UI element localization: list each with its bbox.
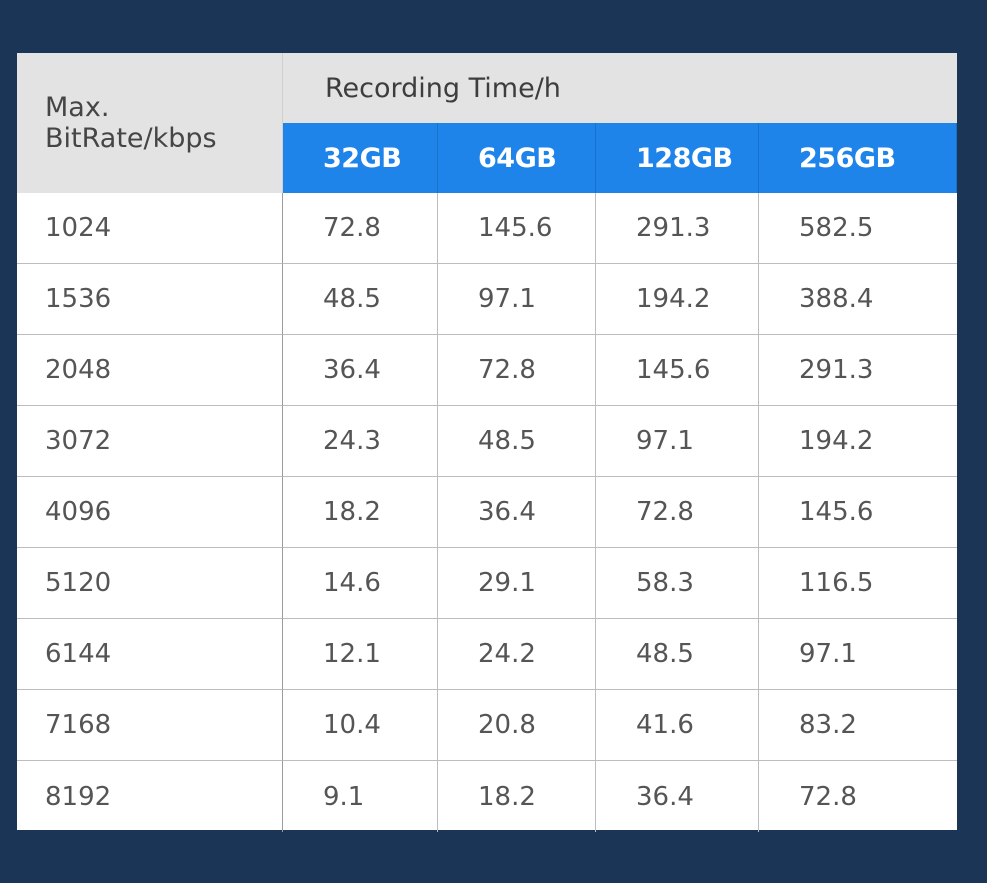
recording-time-table: Max. BitRate/kbps Recording Time/h 32GB … [17, 53, 957, 832]
recording-time-cell: 24.3 [283, 406, 438, 477]
recording-time-cell: 194.2 [759, 406, 957, 477]
recording-time-cell: 97.1 [438, 264, 596, 335]
bitrate-column-header: Max. BitRate/kbps [17, 53, 283, 193]
bitrate-cell: 8192 [17, 761, 283, 832]
bitrate-cell: 1024 [17, 193, 283, 264]
recording-time-cell: 29.1 [438, 548, 596, 619]
recording-time-cell: 48.5 [283, 264, 438, 335]
recording-time-cell: 291.3 [759, 335, 957, 406]
recording-time-cell: 48.5 [596, 619, 759, 690]
bitrate-cell: 6144 [17, 619, 283, 690]
recording-time-cell: 18.2 [283, 477, 438, 548]
recording-time-cell: 72.8 [283, 193, 438, 264]
recording-time-cell: 97.1 [759, 619, 957, 690]
capacity-header-128gb: 128GB [596, 123, 759, 193]
recording-time-cell: 10.4 [283, 690, 438, 761]
recording-time-cell: 20.8 [438, 690, 596, 761]
recording-time-cell: 291.3 [596, 193, 759, 264]
recording-time-cell: 9.1 [283, 761, 438, 832]
recording-time-cell: 194.2 [596, 264, 759, 335]
recording-time-cell: 14.6 [283, 548, 438, 619]
recording-time-cell: 145.6 [438, 193, 596, 264]
bitrate-cell: 4096 [17, 477, 283, 548]
table-grid: Max. BitRate/kbps Recording Time/h 32GB … [17, 53, 957, 832]
recording-time-cell: 36.4 [283, 335, 438, 406]
recording-time-cell: 18.2 [438, 761, 596, 832]
recording-time-cell: 41.6 [596, 690, 759, 761]
recording-time-cell: 48.5 [438, 406, 596, 477]
recording-time-cell: 72.8 [438, 335, 596, 406]
bitrate-cell: 7168 [17, 690, 283, 761]
bitrate-cell: 3072 [17, 406, 283, 477]
capacity-header-32gb: 32GB [283, 123, 438, 193]
recording-time-cell: 145.6 [759, 477, 957, 548]
recording-time-cell: 36.4 [596, 761, 759, 832]
recording-time-cell: 145.6 [596, 335, 759, 406]
bitrate-cell: 1536 [17, 264, 283, 335]
recording-time-cell: 24.2 [438, 619, 596, 690]
recording-time-cell: 582.5 [759, 193, 957, 264]
bitrate-cell: 5120 [17, 548, 283, 619]
recording-time-cell: 72.8 [596, 477, 759, 548]
capacity-header-64gb: 64GB [438, 123, 596, 193]
recording-time-cell: 83.2 [759, 690, 957, 761]
recording-time-cell: 116.5 [759, 548, 957, 619]
capacity-header-256gb: 256GB [759, 123, 957, 193]
bitrate-header-line2: BitRate/kbps [45, 123, 217, 154]
recording-time-header: Recording Time/h [283, 53, 957, 123]
recording-time-cell: 72.8 [799, 781, 857, 812]
recording-time-cell: 388.4 [759, 264, 957, 335]
recording-time-cell: 97.1 [596, 406, 759, 477]
bitrate-header-line1: Max. [45, 91, 110, 123]
recording-time-cell: 36.4 [438, 477, 596, 548]
recording-time-cell: 58.3 [596, 548, 759, 619]
bitrate-cell: 2048 [17, 335, 283, 406]
recording-time-cell: 12.1 [283, 619, 438, 690]
